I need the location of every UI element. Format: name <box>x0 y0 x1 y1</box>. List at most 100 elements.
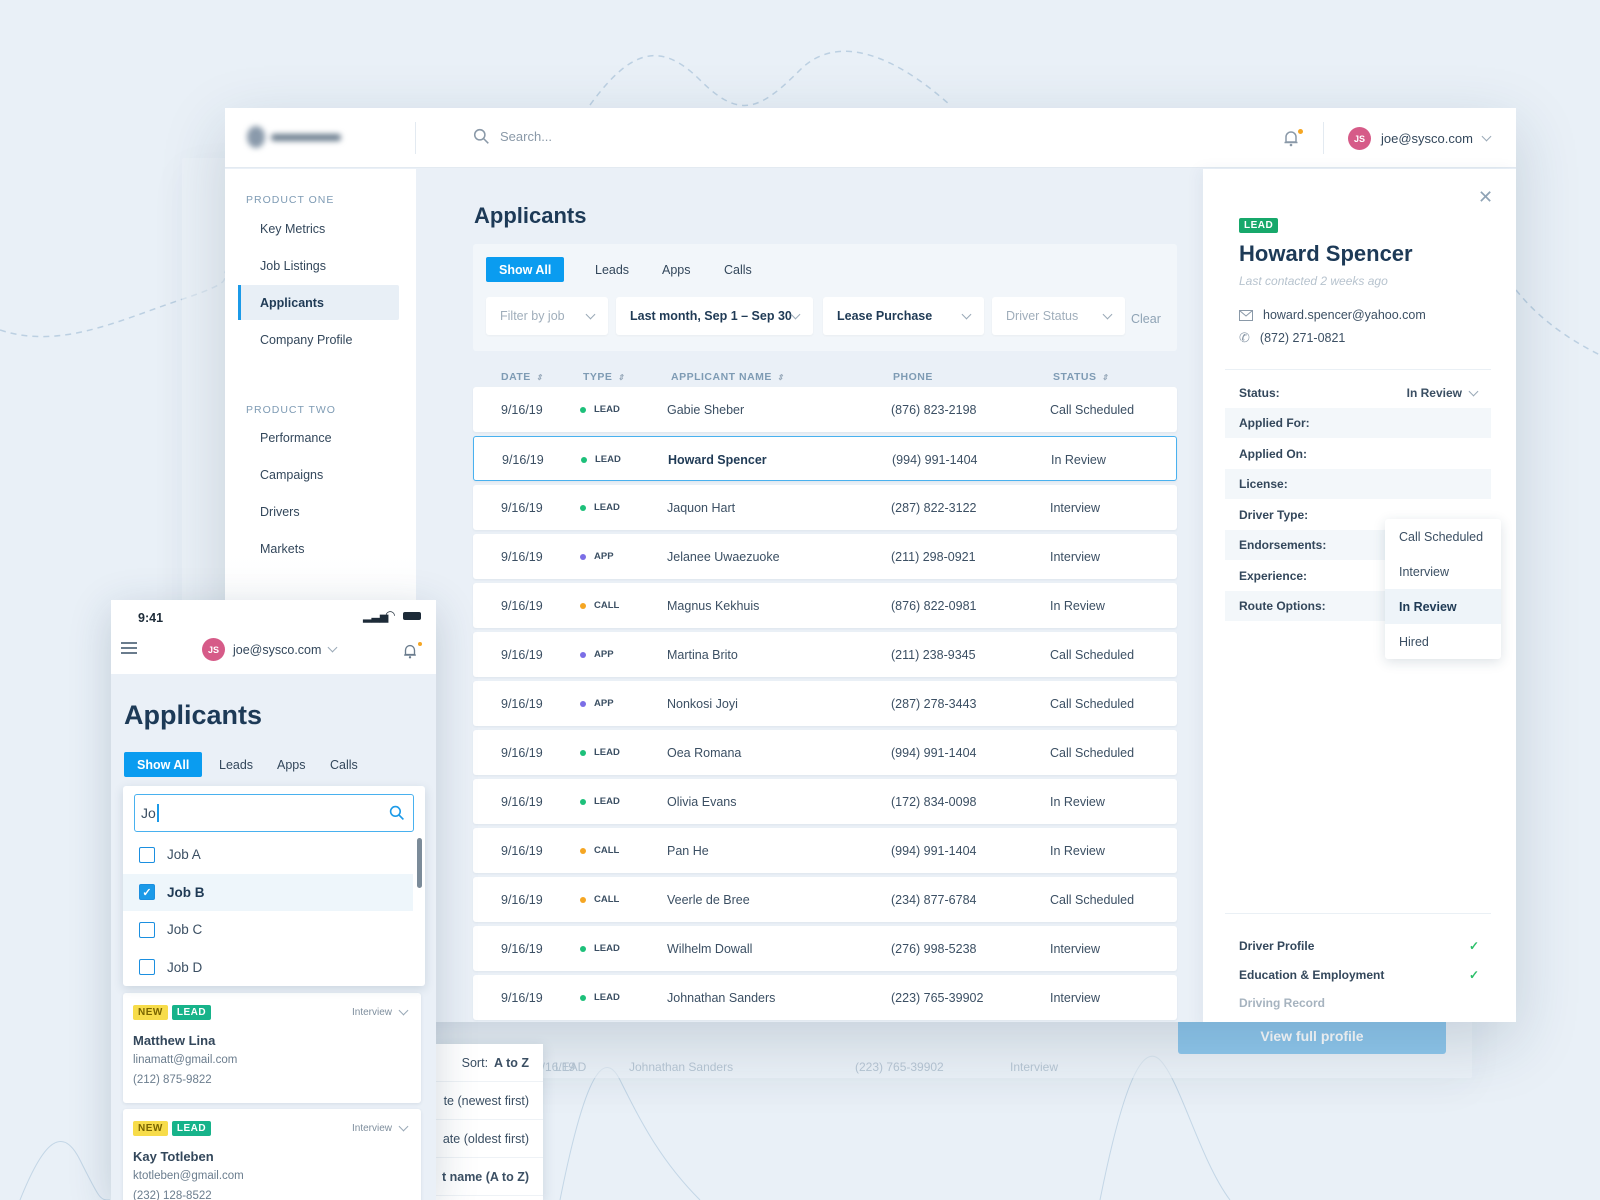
search-icon <box>473 128 489 144</box>
table-row[interactable]: 9/16/19 LEAD Howard Spencer (994) 991-14… <box>473 436 1177 481</box>
row-type: APP <box>580 681 614 726</box>
sidebar-item-campaigns[interactable]: Campaigns <box>260 467 324 482</box>
card-email: ktotleben@gmail.com <box>133 1170 244 1182</box>
table-row[interactable]: 9/16/19 LEAD Jaquon Hart (287) 822-3122 … <box>473 485 1177 530</box>
row-type: LEAD <box>580 485 620 530</box>
checkbox[interactable] <box>139 959 155 975</box>
email-row[interactable]: howard.spencer@yahoo.com <box>1239 308 1426 322</box>
job-option[interactable]: ✓ Job B <box>123 873 413 911</box>
table-row[interactable]: 9/16/19 CALL Magnus Kekhuis (876) 822-09… <box>473 583 1177 628</box>
sort-current[interactable]: Sort: A to Z <box>436 1044 543 1082</box>
notification-dot <box>418 642 422 646</box>
applicant-card[interactable]: NEW LEAD Interview Kay Totleben ktotleben… <box>123 1109 421 1200</box>
status-dropdown[interactable]: Interview <box>352 1005 409 1018</box>
company-logo[interactable] <box>247 125 347 149</box>
type-dot-icon <box>580 945 586 952</box>
status-option[interactable]: Hired <box>1399 634 1429 649</box>
sort-icon: ⇕ <box>776 372 785 382</box>
wifi-icon: ◠ <box>385 608 396 622</box>
checkbox[interactable] <box>139 921 155 938</box>
column-type[interactable]: TYPE ⇕ <box>583 371 625 383</box>
row-type: CALL <box>580 828 619 873</box>
tab-leads[interactable]: Leads <box>219 757 254 772</box>
type-dot-icon <box>580 994 586 1001</box>
ghost-phone: (223) 765-39902 <box>855 1060 944 1074</box>
tab-calls[interactable]: Calls <box>724 262 752 277</box>
status-option[interactable]: Call Scheduled <box>1399 529 1484 544</box>
phone-row[interactable]: ✆ (872) 271-0821 <box>1239 330 1345 346</box>
job-filter-dropdown[interactable]: Filter by job <box>486 297 608 335</box>
status-option[interactable]: Interview <box>1399 564 1450 579</box>
type-dot-icon <box>580 896 586 903</box>
table-row[interactable]: 9/16/19 APP Nonkosi Joyi (287) 278-3443 … <box>473 681 1177 726</box>
table-row[interactable]: 9/16/19 CALL Veerle de Bree (234) 877-67… <box>473 877 1177 922</box>
table-row[interactable]: 9/16/19 APP Martina Brito (211) 238-9345… <box>473 632 1177 677</box>
table-row[interactable]: 9/16/19 CALL Pan He (994) 991-1404 In Re… <box>473 828 1177 873</box>
search-box[interactable]: Search... <box>473 128 552 145</box>
date-range-dropdown[interactable]: Last month, Sep 1 – Sep 30 <box>616 297 813 335</box>
column-applicant-name[interactable]: APPLICANT NAME ⇕ <box>671 371 785 383</box>
column-status[interactable]: STATUS ⇕ <box>1053 371 1109 383</box>
row-phone: (287) 278-3443 <box>891 696 977 711</box>
applicant-card[interactable]: NEW LEAD Interview Matthew Lina linamatt@… <box>123 993 421 1103</box>
checklist-item[interactable]: Driving Record <box>1239 996 1479 1010</box>
sidebar-item-company-profile[interactable]: Company Profile <box>260 332 353 347</box>
status-option[interactable]: In Review <box>1385 589 1501 624</box>
row-phone: (876) 822-0981 <box>891 598 977 613</box>
sort-option[interactable]: t name (A to Z) <box>436 1158 543 1196</box>
field-label: Applied On: <box>1239 446 1307 461</box>
tab-show-all[interactable]: Show All <box>124 752 203 777</box>
tab-leads[interactable]: Leads <box>595 262 630 277</box>
sort-option[interactable]: te (newest first) <box>436 1082 543 1120</box>
bell-icon[interactable] <box>401 642 419 660</box>
table-row[interactable]: 9/16/19 LEAD Gabie Sheber (876) 823-2198… <box>473 387 1177 432</box>
tab-show-all[interactable]: Show All <box>486 257 565 282</box>
table-row[interactable]: 9/16/19 LEAD Wilhelm Dowall (276) 998-52… <box>473 926 1177 971</box>
job-option[interactable]: Job C <box>123 911 413 948</box>
scrollbar[interactable] <box>417 838 422 888</box>
clear-filters-link[interactable]: Clear <box>1131 312 1161 326</box>
type-dropdown[interactable]: Lease Purchase <box>823 297 984 335</box>
driver-status-dropdown[interactable]: Driver Status <box>992 297 1125 335</box>
search-input[interactable]: Search... <box>500 129 553 144</box>
sidebar-item-key-metrics[interactable]: Key Metrics <box>260 221 326 236</box>
sidebar-item-job-listings[interactable]: Job Listings <box>260 258 327 273</box>
sidebar-item-applicants[interactable]: Applicants <box>238 285 399 320</box>
tab-apps[interactable]: Apps <box>277 757 306 772</box>
close-icon[interactable]: ✕ <box>1478 187 1494 207</box>
field-label: Endorsements: <box>1239 538 1327 552</box>
hamburger-menu-icon[interactable] <box>121 642 137 654</box>
checkbox[interactable]: ✓ <box>139 884 155 900</box>
table-row[interactable]: 9/16/19 LEAD Johnathan Sanders (223) 765… <box>473 975 1177 1020</box>
bell-icon[interactable] <box>1281 128 1301 148</box>
job-search-input[interactable]: Jo <box>134 794 414 832</box>
sidebar-item-drivers[interactable]: Drivers <box>260 504 300 519</box>
table-row[interactable]: 9/16/19 LEAD Olivia Evans (172) 834-0098… <box>473 779 1177 824</box>
tab-calls[interactable]: Calls <box>330 757 358 772</box>
checklist-item[interactable]: Driver Profile ✓ <box>1239 939 1479 953</box>
table-row[interactable]: 9/16/19 APP Jelanee Uwaezuoke (211) 298-… <box>473 534 1177 579</box>
chevron-down-icon <box>1102 309 1113 319</box>
job-filter-dropdown: Jo Job A ✓ Job B Job C Job D <box>123 786 425 986</box>
job-option[interactable]: Job A <box>123 836 413 873</box>
user-menu[interactable]: JS joe@sysco.com <box>202 638 338 661</box>
sidebar-item-markets[interactable]: Markets <box>260 541 305 556</box>
status-dropdown[interactable]: In Review <box>1407 386 1479 400</box>
checklist-item[interactable]: Education & Employment ✓ <box>1239 968 1479 982</box>
tab-apps[interactable]: Apps <box>662 262 691 277</box>
row-date: 9/16/19 <box>501 696 543 711</box>
card-phone: (232) 128-8522 <box>133 1190 212 1200</box>
user-menu[interactable]: JS joe@sysco.com <box>1348 127 1492 150</box>
checkbox[interactable] <box>139 846 155 863</box>
row-name: Olivia Evans <box>667 794 737 809</box>
section-title: PRODUCT ONE <box>246 194 335 206</box>
type-dot-icon <box>580 504 586 511</box>
table-row[interactable]: 9/16/19 LEAD Oea Romana (994) 991-1404 C… <box>473 730 1177 775</box>
column-date[interactable]: DATE ⇕ <box>501 371 544 383</box>
sort-option[interactable]: ate (oldest first) <box>436 1120 543 1158</box>
type-dot-icon <box>580 749 586 756</box>
sidebar-item-performance[interactable]: Performance <box>260 430 332 445</box>
row-type: LEAD <box>580 975 620 1020</box>
status-dropdown[interactable]: Interview <box>352 1121 409 1134</box>
job-option[interactable]: Job D <box>123 949 413 986</box>
